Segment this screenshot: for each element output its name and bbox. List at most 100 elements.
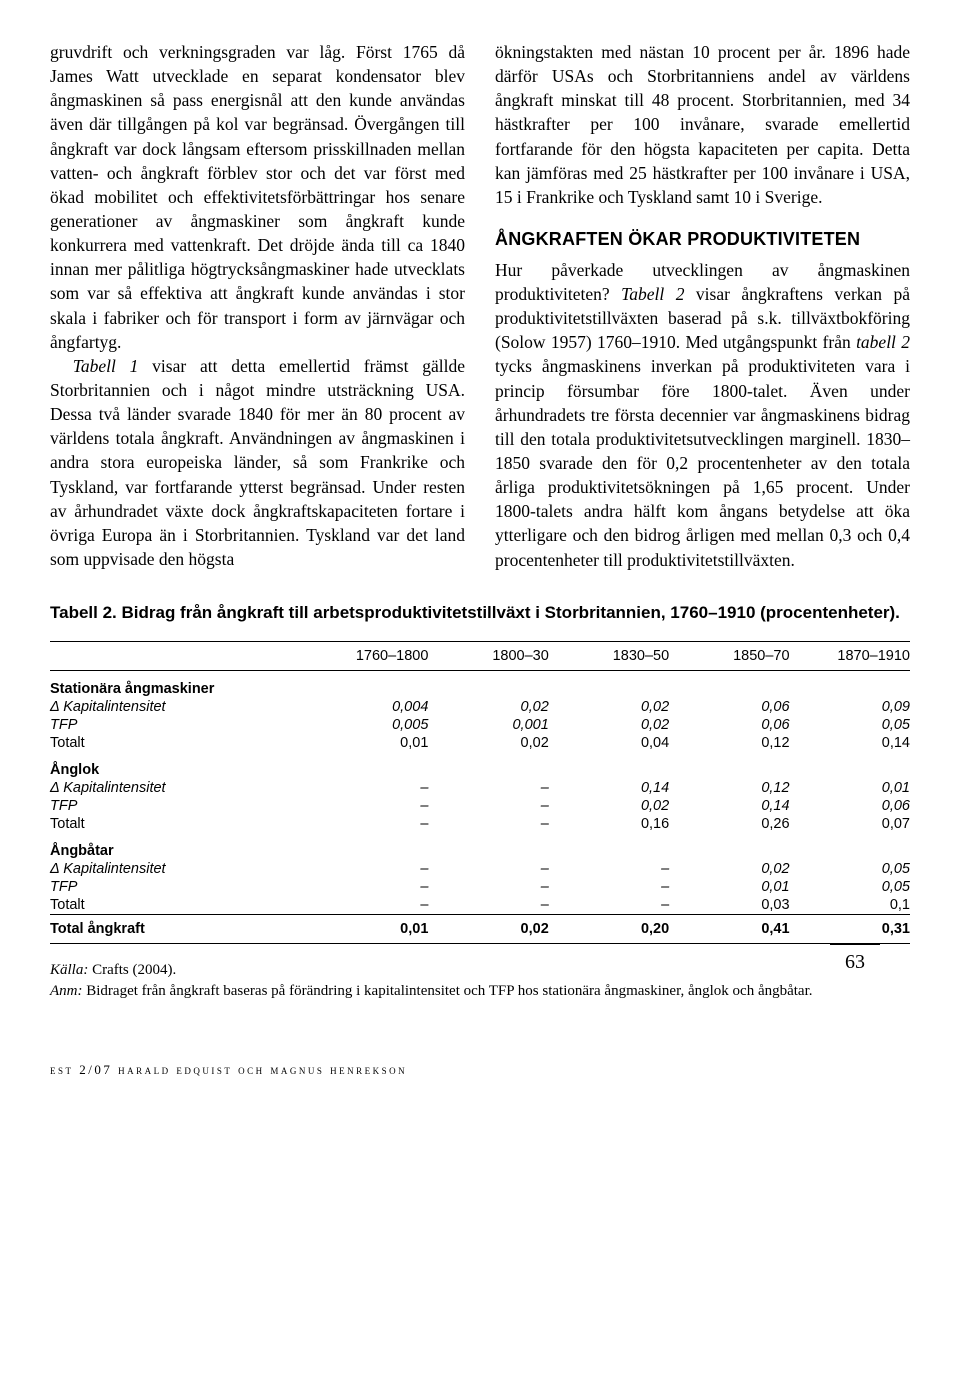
- cell-value: 0,05: [790, 716, 910, 734]
- col-period-4: 1870–1910: [790, 641, 910, 670]
- left-paragraph-2-text: visar att detta emellertid främst gällde…: [50, 356, 465, 569]
- section-heading: ÅNGKRAFTEN ÖKAR PRODUKTIVITETEN: [495, 227, 910, 252]
- table-row: Totalt–––0,030,1: [50, 896, 910, 915]
- right-p2c: tycks ångmaskinens inverkan på produktiv…: [495, 356, 910, 569]
- col-period-0: 1760–1800: [308, 641, 428, 670]
- row-label: Δ Kapitalintensitet: [50, 698, 308, 716]
- cell-value: 0,02: [549, 698, 669, 716]
- cell-value: –: [428, 860, 548, 878]
- cell-value: 0,02: [669, 860, 789, 878]
- two-column-text: gruvdrift och verkningsgraden var låg. F…: [50, 40, 910, 572]
- row-label: Δ Kapitalintensitet: [50, 779, 308, 797]
- data-table: 1760–1800 1800–30 1830–50 1850–70 1870–1…: [50, 641, 910, 944]
- note-label: Anm:: [50, 983, 83, 999]
- row-label: TFP: [50, 797, 308, 815]
- cell-value: 0,14: [549, 779, 669, 797]
- cell-value: 0,16: [549, 815, 669, 833]
- group-title: Stationära ångmaskiner: [50, 670, 910, 698]
- right-column: ökningstakten med nästan 10 procent per …: [495, 40, 910, 572]
- row-label: TFP: [50, 716, 308, 734]
- table-row: TFP0,0050,0010,020,060,05: [50, 716, 910, 734]
- cell-value: 0,004: [308, 698, 428, 716]
- cell-value: 0,14: [669, 797, 789, 815]
- cell-value: 0,001: [428, 716, 548, 734]
- table-caption: Tabell 2. Bidrag från ångkraft till arbe…: [50, 602, 910, 625]
- cell-value: 0,09: [790, 698, 910, 716]
- total-value: 0,41: [669, 914, 789, 943]
- total-value: 0,20: [549, 914, 669, 943]
- row-label: Δ Kapitalintensitet: [50, 860, 308, 878]
- cell-value: 0,005: [308, 716, 428, 734]
- col-period-1: 1800–30: [428, 641, 548, 670]
- cell-value: 0,05: [790, 878, 910, 896]
- total-value: 0,01: [308, 914, 428, 943]
- cell-value: –: [428, 779, 548, 797]
- left-paragraph-1: gruvdrift och verkningsgraden var låg. F…: [50, 40, 465, 354]
- cell-value: 0,06: [790, 797, 910, 815]
- table-row: Δ Kapitalintensitet––0,140,120,01: [50, 779, 910, 797]
- cell-value: 0,02: [549, 797, 669, 815]
- cell-value: –: [308, 896, 428, 915]
- cell-value: –: [308, 815, 428, 833]
- table1-ref: Tabell 1: [73, 356, 139, 376]
- source-text: Crafts (2004).: [88, 962, 176, 978]
- total-row: Total ångkraft0,010,020,200,410,31: [50, 914, 910, 943]
- col-period-3: 1850–70: [669, 641, 789, 670]
- cell-value: –: [428, 878, 548, 896]
- cell-value: 0,01: [308, 734, 428, 752]
- cell-value: –: [308, 779, 428, 797]
- cell-value: –: [308, 878, 428, 896]
- page-number: 63: [830, 944, 880, 974]
- group-title: Ånglok: [50, 752, 910, 779]
- right-paragraph-2: Hur påverkade utvecklingen av ångmaskine…: [495, 258, 910, 572]
- table-header-row: 1760–1800 1800–30 1830–50 1850–70 1870–1…: [50, 641, 910, 670]
- cell-value: 0,02: [428, 698, 548, 716]
- row-label: Totalt: [50, 815, 308, 833]
- cell-value: –: [549, 878, 669, 896]
- table-row: Totalt––0,160,260,07: [50, 815, 910, 833]
- cell-value: 0,01: [790, 779, 910, 797]
- cell-value: –: [428, 896, 548, 915]
- table2-ref-1: Tabell 2: [621, 284, 684, 304]
- cell-value: 0,05: [790, 860, 910, 878]
- table-source: Källa: Crafts (2004). Anm: Bidraget från…: [50, 960, 910, 1002]
- page-footer: est 2/07 harald edquist och magnus henre…: [50, 1062, 910, 1078]
- note-text: Bidraget från ångkraft baseras på föränd…: [83, 983, 813, 999]
- cell-value: 0,07: [790, 815, 910, 833]
- cell-value: 0,01: [669, 878, 789, 896]
- cell-value: –: [549, 860, 669, 878]
- cell-value: –: [308, 797, 428, 815]
- row-label: TFP: [50, 878, 308, 896]
- table-row: Δ Kapitalintensitet–––0,020,05: [50, 860, 910, 878]
- col-period-2: 1830–50: [549, 641, 669, 670]
- table-row: TFP––0,020,140,06: [50, 797, 910, 815]
- cell-value: –: [428, 815, 548, 833]
- cell-value: 0,14: [790, 734, 910, 752]
- table-row: Δ Kapitalintensitet0,0040,020,020,060,09: [50, 698, 910, 716]
- total-value: 0,31: [790, 914, 910, 943]
- cell-value: 0,03: [669, 896, 789, 915]
- left-column: gruvdrift och verkningsgraden var låg. F…: [50, 40, 465, 572]
- total-value: 0,02: [428, 914, 548, 943]
- right-paragraph-1: ökningstakten med nästan 10 procent per …: [495, 40, 910, 209]
- cell-value: –: [308, 860, 428, 878]
- row-label: Totalt: [50, 734, 308, 752]
- group-title: Ångbåtar: [50, 833, 910, 860]
- cell-value: 0,26: [669, 815, 789, 833]
- cell-value: –: [549, 896, 669, 915]
- cell-value: 0,06: [669, 716, 789, 734]
- left-paragraph-2: Tabell 1 visar att detta emellertid främ…: [50, 354, 465, 571]
- cell-value: 0,04: [549, 734, 669, 752]
- table2-ref-2: tabell 2: [856, 332, 910, 352]
- total-label: Total ångkraft: [50, 914, 308, 943]
- cell-value: 0,1: [790, 896, 910, 915]
- cell-value: 0,06: [669, 698, 789, 716]
- cell-value: 0,02: [549, 716, 669, 734]
- table-row: Totalt0,010,020,040,120,14: [50, 734, 910, 752]
- source-label: Källa:: [50, 962, 88, 978]
- table-row: TFP–––0,010,05: [50, 878, 910, 896]
- cell-value: 0,12: [669, 779, 789, 797]
- cell-value: 0,12: [669, 734, 789, 752]
- cell-value: 0,02: [428, 734, 548, 752]
- cell-value: –: [428, 797, 548, 815]
